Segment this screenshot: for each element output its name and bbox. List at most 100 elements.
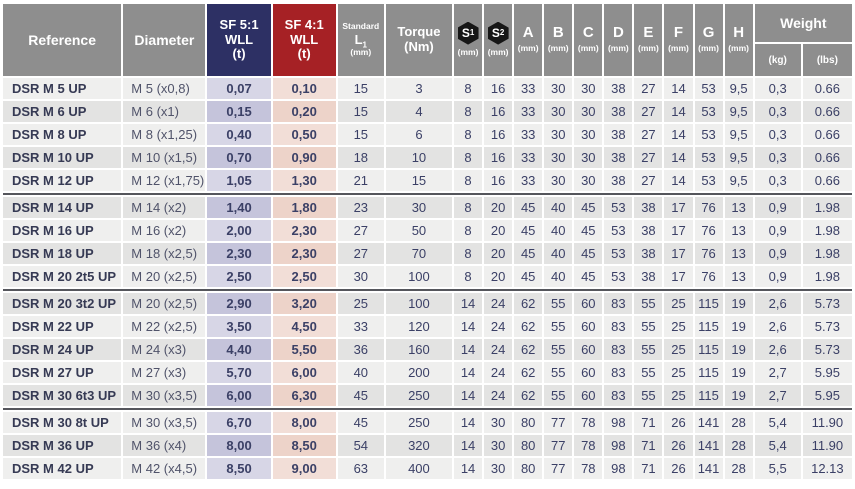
cell-dim-f: 26 [664,435,693,456]
cell-dim-d: 38 [604,124,633,145]
cell-dim-f: 14 [664,170,693,191]
cell-diameter: M 27 (x3) [123,362,206,383]
cell-diameter: M 18 (x2,5) [123,243,206,264]
cell-wll-sf4: 8,00 [272,412,336,433]
cell-dim-s1: 8 [454,78,483,99]
cell-dim-d: 98 [604,412,633,433]
cell-dim-g: 115 [694,385,723,406]
cell-dim-e: 38 [634,266,663,287]
cell-dim-b: 77 [544,412,573,433]
cell-weight-kg: 0,3 [754,78,801,99]
cell-diameter: M 42 (x4,5) [123,458,206,479]
col-header-reference: Reference [3,4,122,76]
cell-dim-c: 30 [574,147,603,168]
cell-dim-d: 38 [604,78,633,99]
cell-weight-kg: 2,6 [754,293,801,314]
cell-dim-a: 33 [514,78,543,99]
cell-reference: DSR M 30 8t UP [3,412,122,433]
cell-dim-s2: 20 [484,197,513,218]
cell-dim-s1: 14 [454,293,483,314]
sf4-header-line: SF 4:1 [284,16,324,32]
table-row: DSR M 24 UP M 24 (x3) 4,40 5,50 36 160 14 24 62 5… [3,339,852,360]
cell-l1: 45 [337,385,384,406]
cell-dim-g: 53 [694,78,723,99]
cell-weight-lbs: 1.98 [802,243,852,264]
cell-dim-b: 40 [544,220,573,241]
col-header-weight: Weight [754,4,852,42]
cell-dim-s1: 8 [454,243,483,264]
cell-dim-s1: 8 [454,124,483,145]
cell-dim-h: 9,5 [724,147,753,168]
dim-unit: (mm) [638,42,659,53]
cell-torque: 50 [385,220,453,241]
cell-dim-s2: 16 [484,78,513,99]
cell-dim-f: 14 [664,78,693,99]
table-body: DSR M 5 UP M 5 (x0,8) 0,07 0,10 15 3 8 16 33 30 30… [3,78,852,479]
group-separator [3,193,852,195]
cell-dim-g: 115 [694,316,723,337]
cell-dim-c: 45 [574,220,603,241]
cell-l1: 21 [337,170,384,191]
cell-l1: 54 [337,435,384,456]
cell-dim-b: 77 [544,435,573,456]
cell-weight-lbs: 1.98 [802,266,852,287]
cell-weight-lbs: 0.66 [802,101,852,122]
cell-dim-g: 53 [694,101,723,122]
cell-weight-lbs: 12.13 [802,458,852,479]
cell-dim-s2: 24 [484,293,513,314]
cell-dim-d: 53 [604,243,633,264]
cell-torque: 15 [385,170,453,191]
cell-wll-sf4: 0,20 [272,101,336,122]
cell-dim-s1: 8 [454,197,483,218]
cell-wll-sf4: 6,30 [272,385,336,406]
cell-reference: DSR M 22 UP [3,316,122,337]
cell-dim-e: 38 [634,197,663,218]
cell-weight-lbs: 0.66 [802,147,852,168]
cell-dim-c: 78 [574,412,603,433]
cell-weight-lbs: 5.73 [802,293,852,314]
cell-wll-sf4: 9,00 [272,458,336,479]
cell-weight-lbs: 5.95 [802,362,852,383]
cell-dim-a: 80 [514,435,543,456]
dim-letter: C [582,24,594,42]
cell-reference: DSR M 8 UP [3,124,122,145]
col-header-torque: Torque (Nm) [385,4,453,76]
l1-header-top: Standard [342,21,380,32]
cell-dim-b: 30 [544,147,573,168]
cell-dim-a: 33 [514,101,543,122]
cell-dim-g: 53 [694,170,723,191]
cell-wll-sf4: 1,30 [272,170,336,191]
cell-weight-kg: 0,3 [754,147,801,168]
cell-dim-h: 19 [724,293,753,314]
cell-dim-d: 53 [604,266,633,287]
cell-dim-s1: 8 [454,220,483,241]
table-row: DSR M 27 UP M 27 (x3) 5,70 6,00 40 200 14 24 62 5… [3,362,852,383]
cell-wll-sf5: 2,00 [207,220,271,241]
cell-dim-a: 62 [514,362,543,383]
cell-dim-f: 14 [664,147,693,168]
cell-diameter: M 16 (x2) [123,220,206,241]
cell-reference: DSR M 10 UP [3,147,122,168]
cell-reference: DSR M 18 UP [3,243,122,264]
cell-reference: DSR M 27 UP [3,362,122,383]
cell-reference: DSR M 6 UP [3,101,122,122]
cell-dim-d: 53 [604,220,633,241]
cell-dim-s2: 16 [484,124,513,145]
table-row: DSR M 18 UP M 18 (x2,5) 2,30 2,30 27 70 8 20 45 4… [3,243,852,264]
cell-weight-kg: 0,3 [754,101,801,122]
cell-dim-e: 71 [634,458,663,479]
table-row: DSR M 36 UP M 36 (x4) 8,00 8,50 54 320 14 30 80 7… [3,435,852,456]
cell-weight-kg: 0,9 [754,266,801,287]
cell-torque: 250 [385,412,453,433]
cell-dim-s1: 8 [454,266,483,287]
cell-wll-sf5: 4,40 [207,339,271,360]
cell-reference: DSR M 20 3t2 UP [3,293,122,314]
cell-l1: 33 [337,316,384,337]
cell-dim-c: 78 [574,435,603,456]
cell-dim-s1: 8 [454,101,483,122]
cell-dim-b: 30 [544,78,573,99]
cell-dim-f: 26 [664,412,693,433]
